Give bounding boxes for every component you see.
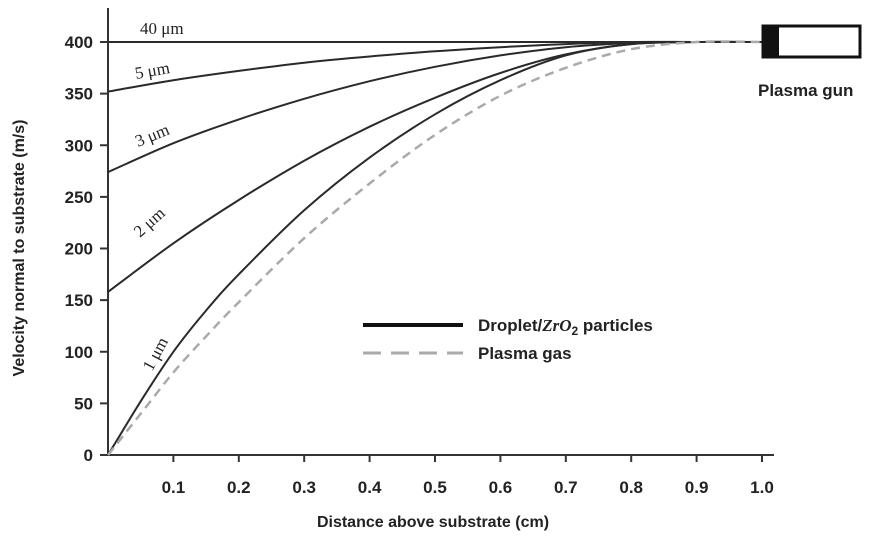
- y-ticks: 0 50 100 150 200 250 300 350 400: [65, 33, 108, 465]
- series-line-2mum: [107, 40, 763, 293]
- x-tick-label: 0.8: [619, 478, 643, 497]
- x-tick-label: 0.3: [292, 478, 316, 497]
- series-label: 2 μm: [130, 203, 169, 241]
- y-tick-label: 250: [65, 188, 93, 207]
- y-tick-label: 50: [74, 394, 93, 413]
- y-tick-label: 0: [84, 446, 93, 465]
- y-tick-label: 400: [65, 33, 93, 52]
- y-tick-label: 200: [65, 240, 93, 259]
- series-label: 1 μm: [139, 334, 172, 374]
- x-tick-label: 1.0: [750, 478, 774, 497]
- legend-label-plasma: Plasma gas: [478, 344, 572, 363]
- series-line-plasma-gas: [107, 40, 763, 456]
- y-tick-label: 150: [65, 291, 93, 310]
- x-tick-label: 0.2: [227, 478, 251, 497]
- series-layer: [107, 40, 763, 456]
- y-tick-label: 100: [65, 343, 93, 362]
- x-tick-label: 0.6: [489, 478, 513, 497]
- x-tick-label: 0.9: [685, 478, 709, 497]
- plasma-gun-label: Plasma gun: [758, 81, 853, 100]
- series-line-1mum: [107, 40, 763, 456]
- axes: [103, 8, 774, 456]
- series-label: 5 μm: [133, 58, 171, 83]
- series-label: 40 μm: [140, 19, 184, 38]
- x-tick-label: 0.4: [358, 478, 382, 497]
- x-tick-label: 0.7: [554, 478, 578, 497]
- y-tick-label: 300: [65, 136, 93, 155]
- x-ticks: 0.1 0.2 0.3 0.4 0.5 0.6 0.7 0.8 0.9 1.0: [162, 455, 774, 497]
- y-tick-label: 350: [65, 85, 93, 104]
- y-axis-title: Velocity normal to substrate (m/s): [11, 120, 28, 377]
- legend-label-droplet: Droplet/ZrO2 particles: [478, 316, 653, 338]
- x-tick-label: 0.5: [423, 478, 447, 497]
- curve-labels: 40 μm5 μm3 μm2 μm1 μm: [130, 19, 184, 374]
- x-tick-label: 0.1: [162, 478, 186, 497]
- legend: Droplet/ZrO2 particles Plasma gas: [363, 316, 653, 363]
- series-line-3mum: [107, 40, 763, 174]
- x-axis-title: Distance above substrate (cm): [317, 514, 549, 531]
- plasma-gun-icon: [761, 24, 862, 59]
